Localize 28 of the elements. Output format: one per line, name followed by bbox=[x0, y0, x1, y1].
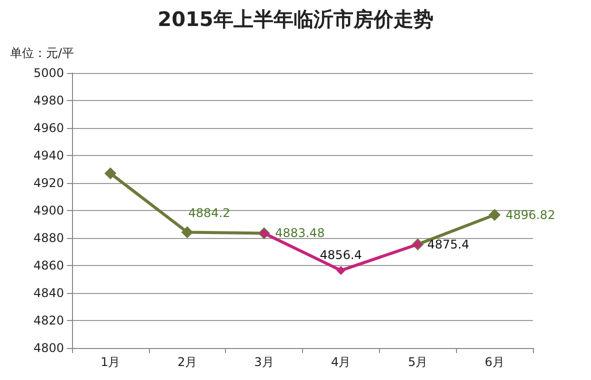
y-tick-label: 4860 bbox=[33, 258, 64, 272]
chart-title: 2015年上半年临沂市房价走势 bbox=[158, 7, 434, 31]
y-tick-label: 4880 bbox=[33, 231, 64, 245]
point bbox=[488, 208, 501, 221]
point bbox=[181, 226, 194, 238]
y-tick-label: 4900 bbox=[33, 204, 64, 218]
x-tick-label: 3月 bbox=[254, 355, 274, 369]
x-tick-label: 4月 bbox=[331, 355, 351, 369]
x-tick-label: 5月 bbox=[408, 355, 428, 369]
y-tick-label: 4920 bbox=[33, 176, 64, 190]
x-tick-label: 1月 bbox=[100, 355, 120, 369]
y-tick-label: 5000 bbox=[33, 66, 64, 80]
point bbox=[104, 167, 116, 180]
y-tick-label: 4800 bbox=[33, 341, 64, 355]
data-label: 4883.48 bbox=[275, 226, 325, 240]
data-label: 4856.4 bbox=[320, 248, 362, 262]
data-label: 4896.82 bbox=[506, 208, 556, 222]
y-tick-label: 4960 bbox=[33, 121, 64, 135]
y-tick-label: 4840 bbox=[33, 286, 64, 300]
y-tick-label: 4980 bbox=[33, 94, 64, 108]
point bbox=[336, 266, 346, 275]
data-label: 4884.2 bbox=[188, 206, 230, 220]
data-label: 4875.4 bbox=[427, 237, 470, 252]
y-axis-title: 单位：元/平 bbox=[10, 46, 74, 60]
x-tick-label: 6月 bbox=[484, 355, 504, 369]
x-tick-label: 2月 bbox=[177, 355, 198, 369]
y-tick-label: 4820 bbox=[33, 314, 64, 328]
y-tick-label: 4940 bbox=[33, 148, 64, 162]
